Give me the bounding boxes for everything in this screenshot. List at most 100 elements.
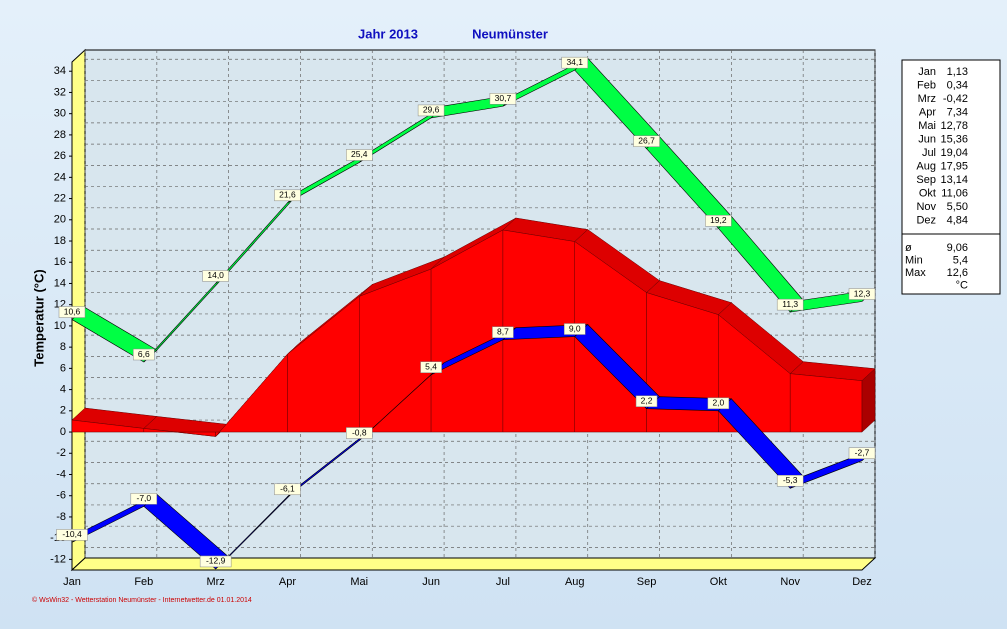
x-tick-label: Jun [422,576,440,588]
value-label-box [56,529,88,541]
x-tick-label: Mrz [206,576,224,588]
value-label: 6,6 [138,349,150,359]
value-label: 26,7 [638,135,655,145]
value-label: 8,7 [497,326,509,336]
legend-value: 1,13 [947,66,968,78]
value-label: 2,0 [712,398,724,408]
value-label: -2,7 [855,447,870,457]
value-label-box [848,288,876,300]
value-label: 21,6 [279,190,296,200]
summary-label: Min [905,254,923,266]
value-label: -6,1 [280,484,295,494]
value-label-box [848,447,876,459]
value-label: 10,6 [64,306,81,316]
y-tick-label: 0 [60,426,66,438]
y-tick-label: 32 [54,86,66,98]
legend-box [901,59,1001,295]
value-label-box [58,306,86,318]
legend-value: 5,50 [947,201,968,213]
legend-value: 0,34 [947,79,968,91]
value-label-box [776,475,804,487]
area [789,373,863,433]
legend-value: 19,04 [940,147,968,159]
floor [70,557,877,571]
value-label: 12,3 [854,288,871,298]
value-label-box [776,298,804,311]
y-tick-label: 20 [54,214,66,226]
y-tick-label: -12 [50,553,66,565]
value-label: -12,9 [206,556,226,566]
legend-value: 11,06 [941,187,968,199]
footer: © WsWin32 - Wetterstation Neumünster - I… [32,596,252,604]
value-label-box [417,104,445,117]
summary-value: 9,06 [947,242,968,254]
legend-month: Nov [916,201,936,213]
value-label: 2,2 [641,395,653,405]
value-label-box [346,149,373,161]
y-tick-label: 10 [54,320,66,332]
value-label: 30,7 [495,93,512,103]
value-label: 5,4 [425,361,437,371]
y-tick-label: -8 [56,511,66,523]
legend-month: Feb [917,79,936,91]
y-tick-label: 16 [54,256,66,268]
legend-month: Jun [918,133,936,145]
value-label-box [707,397,730,410]
value-label: 19,2 [710,215,727,225]
value-label: -0,8 [352,427,367,437]
legend-month: Jul [922,147,936,159]
y-tick-label: 26 [54,150,66,162]
legend-month: Mrz [918,93,936,105]
value-label: 14,0 [207,270,224,280]
value-label-box [346,427,373,439]
chart-title: Jahr 2013 [358,26,418,41]
y-tick-label: 30 [54,108,66,120]
summary-value: 12,6 [947,267,968,279]
y-tick-label: 22 [54,192,66,204]
value-label: 29,6 [423,105,440,115]
x-tick-label: Okt [710,576,727,588]
value-label-box [420,361,442,373]
area [646,292,719,433]
x-tick-label: Feb [134,576,153,588]
value-label-box [274,483,301,496]
y-tick-label: 24 [54,171,66,183]
y-tick-label: 4 [60,383,66,395]
x-tick-label: Mai [350,576,368,588]
legend-value: 15,36 [940,133,968,145]
legend-value: 4,84 [947,214,968,226]
legend-value: 13,14 [940,174,968,186]
summary-label: Max [905,267,926,279]
y-axis-title: Temperatur (°C) [31,269,46,366]
y-tick-label: 6 [60,362,66,374]
x-tick-label: Aug [565,576,585,588]
value-label-box [130,493,158,505]
value-label-box [489,92,517,105]
value-label-box [199,555,232,568]
value-label-box [561,56,588,69]
area-side [861,368,876,433]
x-tick-label: Nov [780,576,800,588]
legend-value: 12,78 [940,120,968,132]
legend-value: 7,34 [947,106,968,118]
value-label-box [635,395,658,407]
y-tick-label: 8 [60,341,66,353]
y-tick-label: -6 [56,490,66,502]
value-label: -7,0 [136,493,151,503]
value-label: -10,4 [62,529,82,539]
value-label-box [202,270,229,282]
y-tick-label: -2 [56,447,66,459]
y-tick-label: 18 [54,235,66,247]
legend-month: Jan [918,66,936,78]
value-label-box [633,135,660,147]
legend-month: Dez [916,214,936,226]
legend-value: 17,95 [940,160,968,172]
value-label: 9,0 [569,323,581,333]
value-label-box [563,323,586,335]
value-label-box [274,189,301,202]
legend-value: -0,42 [943,93,968,105]
y-tick-label: 28 [54,129,66,141]
value-label-box [133,348,155,361]
legend-month: Mai [918,120,936,132]
